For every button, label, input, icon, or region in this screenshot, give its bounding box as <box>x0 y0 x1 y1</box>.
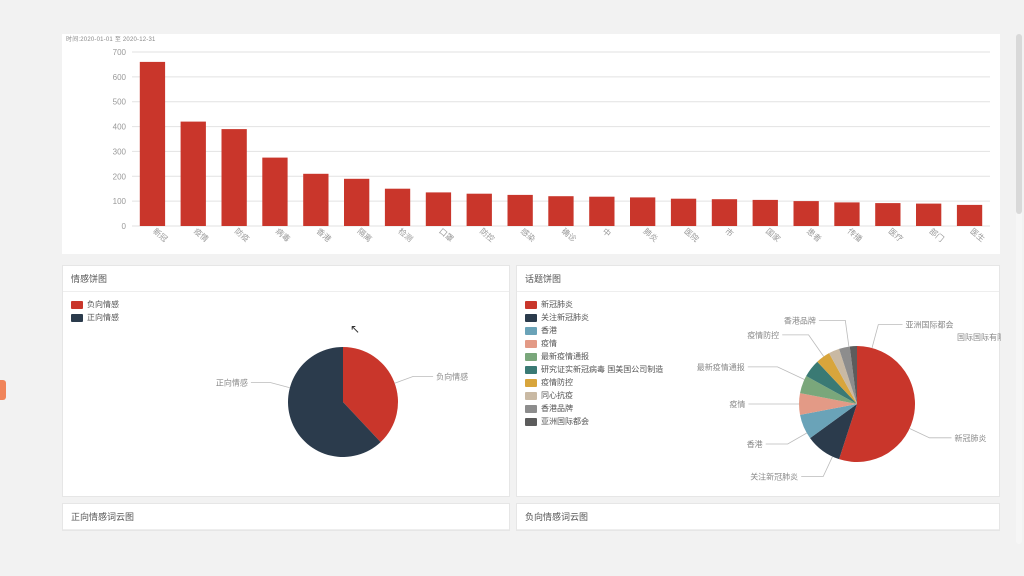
scrollbar-thumb[interactable] <box>1016 34 1022 214</box>
svg-text:疫情: 疫情 <box>729 399 745 409</box>
bar[interactable] <box>957 205 982 226</box>
sentiment-pie-title: 情感饼图 <box>63 266 509 292</box>
bar[interactable] <box>181 122 206 226</box>
svg-text:200: 200 <box>113 172 127 181</box>
bar[interactable] <box>467 194 492 226</box>
bar[interactable] <box>916 204 941 226</box>
svg-text:医院: 医院 <box>682 226 701 244</box>
svg-text:关注新冠肺炎: 关注新冠肺炎 <box>750 472 798 482</box>
bar[interactable] <box>508 195 533 226</box>
bar-chart[interactable]: 0 100 200 300 400 500 600 700 新冠 疫情 防疫 病毒 香港 隔离 检测 口罩 防控… <box>62 46 1000 254</box>
svg-text:香港: 香港 <box>315 226 334 244</box>
svg-text:感染: 感染 <box>519 226 538 244</box>
svg-text:确诊: 确诊 <box>560 226 579 244</box>
sentiment-pie-panel: 情感饼图 负向情感 正向情感 负向情感正向情感 <box>62 265 510 497</box>
svg-text:疫情防控: 疫情防控 <box>747 330 779 340</box>
svg-text:隔离: 隔离 <box>355 226 374 244</box>
bar[interactable] <box>589 197 614 226</box>
svg-text:市: 市 <box>723 226 736 239</box>
svg-text:病毒: 病毒 <box>274 226 293 244</box>
svg-text:100: 100 <box>113 197 127 206</box>
bar[interactable] <box>385 189 410 226</box>
svg-text:中: 中 <box>601 226 614 239</box>
svg-text:亚洲国际都会: 亚洲国际都会 <box>906 320 954 330</box>
svg-text:防控: 防控 <box>478 226 497 244</box>
bar[interactable] <box>140 62 165 226</box>
svg-text:最新疫情通报: 最新疫情通报 <box>697 362 745 372</box>
svg-text:肺炎: 肺炎 <box>641 227 659 244</box>
svg-text:新冠肺炎: 新冠肺炎 <box>955 433 987 443</box>
svg-text:0: 0 <box>122 222 127 231</box>
topic-pie-chart[interactable]: 新冠肺炎关注新冠肺炎香港 疫情 最新疫情通报 疫情防控香港品牌亚洲国际都会国际国际有限… <box>517 292 1001 500</box>
bar[interactable] <box>630 197 655 226</box>
bar[interactable] <box>794 201 819 226</box>
negative-wordcloud-title: 负向情感词云图 <box>517 504 999 530</box>
bar[interactable] <box>712 199 737 226</box>
svg-text:国家: 国家 <box>764 226 783 244</box>
svg-text:600: 600 <box>113 73 127 82</box>
svg-text:传播: 传播 <box>846 226 865 244</box>
bar[interactable] <box>753 200 778 226</box>
bar[interactable] <box>875 203 900 226</box>
dashboard-page: 时间:2020-01-01 至 2020-12-31 0 100 200 300 400… <box>0 0 1024 576</box>
bar[interactable] <box>426 192 451 226</box>
svg-text:300: 300 <box>113 147 127 156</box>
svg-text:患者: 患者 <box>805 226 824 244</box>
svg-text:检测: 检测 <box>396 226 415 244</box>
bar[interactable] <box>303 174 328 226</box>
positive-wordcloud-title: 正向情感词云图 <box>63 504 509 530</box>
svg-text:防疫: 防疫 <box>233 226 252 244</box>
sentiment-pie-chart[interactable]: 负向情感正向情感 <box>63 292 511 500</box>
bar-chart-panel: 时间:2020-01-01 至 2020-12-31 0 100 200 300 400… <box>62 34 1000 254</box>
svg-text:香港品牌: 香港品牌 <box>784 315 816 325</box>
bar[interactable] <box>344 179 369 226</box>
svg-text:香港: 香港 <box>747 439 763 449</box>
svg-text:医疗: 医疗 <box>887 226 906 244</box>
bar-chart-subtitle: 时间:2020-01-01 至 2020-12-31 <box>66 34 156 43</box>
svg-text:新冠: 新冠 <box>151 226 170 244</box>
topic-pie-panel: 话题饼图 新冠肺炎 关注新冠肺炎 香港 疫情 最新疫情通报 研究证实新冠病毒 国… <box>516 265 1000 497</box>
svg-text:500: 500 <box>113 98 127 107</box>
svg-text:正向情感: 正向情感 <box>216 378 248 388</box>
bar[interactable] <box>262 158 287 226</box>
positive-wordcloud-panel: 正向情感词云图 <box>62 503 510 531</box>
svg-text:负向情感: 负向情感 <box>436 371 468 381</box>
bar[interactable] <box>548 196 573 226</box>
svg-text:疫情: 疫情 <box>192 226 211 244</box>
bar[interactable] <box>834 202 859 226</box>
svg-text:400: 400 <box>113 123 127 132</box>
negative-wordcloud-panel: 负向情感词云图 <box>516 503 1000 531</box>
topic-pie-title: 话题饼图 <box>517 266 999 292</box>
svg-text:700: 700 <box>113 48 127 57</box>
svg-text:国际国际有限公司制造: 国际国际有限公司制造 <box>957 332 1001 342</box>
svg-text:部门: 部门 <box>927 226 946 244</box>
bar[interactable] <box>222 129 247 226</box>
svg-text:口罩: 口罩 <box>437 227 455 244</box>
side-tab[interactable] <box>0 380 6 400</box>
bar[interactable] <box>671 199 696 226</box>
svg-text:医生: 医生 <box>968 226 987 244</box>
